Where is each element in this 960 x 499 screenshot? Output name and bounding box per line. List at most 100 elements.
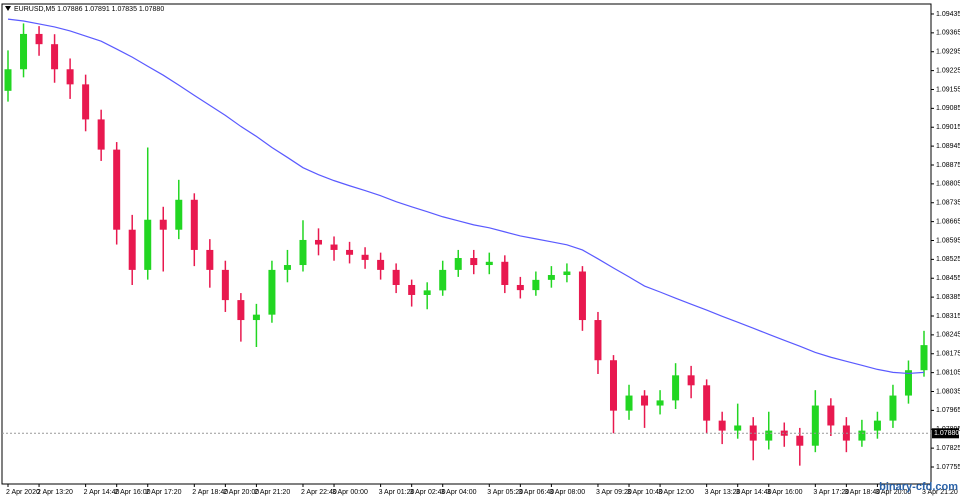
candle-body: [485, 261, 493, 266]
candle-body: [454, 258, 462, 270]
y-tick-label: 1.08875: [936, 162, 960, 169]
x-tick-label: 3 Apr 09:20: [596, 489, 632, 496]
y-tick-label: 1.09015: [936, 124, 960, 131]
last-price-box: [932, 428, 959, 439]
candle-body: [206, 249, 214, 270]
candle-body: [423, 290, 431, 295]
y-tick-label: 1.08035: [936, 388, 960, 395]
y-tick-label: 1.08175: [936, 351, 960, 358]
x-tick-label: 3 Apr 14:40: [736, 489, 772, 496]
candle-body: [470, 258, 478, 266]
plot-frame: [1, 3, 932, 485]
candle-body: [315, 239, 323, 245]
candle-body: [625, 395, 633, 411]
y-tick-label: 1.08245: [936, 332, 960, 339]
x-tick-label: 3 Apr 20:00: [875, 489, 911, 496]
candle-body: [641, 395, 649, 406]
candle-body: [920, 345, 928, 371]
candle-body: [672, 375, 680, 401]
x-tick-label: 3 Apr 21:20: [922, 489, 958, 496]
candle-body: [796, 435, 804, 446]
y-tick-label: 1.08105: [936, 369, 960, 376]
candle-body: [858, 430, 866, 441]
x-tick-label: 2 Apr 18:40: [192, 489, 228, 496]
y-tick-label: 1.08525: [936, 256, 960, 263]
candle-body: [392, 269, 400, 285]
candle-body: [734, 425, 742, 431]
candle-body: [4, 69, 12, 91]
y-tick-label: 1.08945: [936, 143, 960, 150]
candle-body: [252, 314, 260, 321]
candle-body: [299, 239, 307, 266]
candle-body: [175, 199, 183, 230]
candle-body: [656, 400, 664, 406]
y-tick-label: 1.09085: [936, 105, 960, 112]
x-tick-label: 3 Apr 04:00: [441, 489, 477, 496]
candle-body: [35, 33, 43, 45]
candle-body: [563, 271, 571, 276]
x-tick-label: 3 Apr 17:20: [813, 489, 849, 496]
x-tick-label: 3 Apr 00:00: [332, 489, 368, 496]
candle-body: [780, 430, 788, 436]
candle-body: [66, 69, 74, 85]
moving-average: [7, 18, 925, 375]
x-tick-label: 2 Apr 16:00: [115, 489, 151, 496]
candle-body: [904, 370, 912, 396]
candle-body: [361, 254, 369, 260]
x-tick-label: 3 Apr 02:40: [410, 489, 446, 496]
y-tick-label: 1.08805: [936, 181, 960, 188]
candle-body: [594, 320, 602, 361]
y-tick-label: 1.07965: [936, 407, 960, 414]
candle-body: [283, 265, 291, 270]
candle-body: [221, 269, 229, 301]
candle-body: [532, 279, 540, 291]
candle-body: [20, 33, 28, 70]
y-tick-label: 1.09155: [936, 86, 960, 93]
candle-body: [718, 420, 726, 431]
candle-body: [609, 360, 617, 411]
y-tick-label: 1.08735: [936, 200, 960, 207]
candle-body: [873, 420, 881, 431]
watermark: binary-cfd.com: [879, 481, 958, 493]
candle-body: [749, 425, 757, 441]
x-tick-label: 3 Apr 10:40: [627, 489, 663, 496]
last-price-label: 1.07880: [934, 430, 959, 437]
candle-body: [703, 385, 711, 421]
candle-body: [82, 84, 90, 120]
candle-body: [377, 259, 385, 270]
title-icon: [5, 6, 11, 11]
x-tick-label: 3 Apr 01:20: [379, 489, 415, 496]
candle-body: [268, 269, 276, 315]
y-tick-label: 1.08385: [936, 294, 960, 301]
y-tick-label: 1.08455: [936, 275, 960, 282]
x-tick-label: 3 Apr 18:40: [844, 489, 880, 496]
candle-body: [144, 219, 152, 270]
y-tick-label: 1.08665: [936, 218, 960, 225]
candle-body: [889, 395, 897, 421]
x-tick-label: 2 Apr 13:20: [37, 489, 73, 496]
y-tick-label: 1.07755: [936, 464, 960, 471]
candle-body: [237, 300, 245, 321]
x-tick-label: 3 Apr 08:00: [549, 489, 585, 496]
y-tick-label: 1.08315: [936, 313, 960, 320]
x-tick-label: 3 Apr 13:20: [705, 489, 741, 496]
y-tick-label: 1.08595: [936, 237, 960, 244]
x-tick-label: 3 Apr 16:00: [767, 489, 803, 496]
y-tick-label: 1.09295: [936, 49, 960, 56]
candle-body: [547, 275, 555, 280]
candle-body: [516, 284, 524, 291]
candle-body: [346, 249, 354, 255]
x-tick-label: 3 Apr 12:00: [658, 489, 694, 496]
x-tick-label: 3 Apr 06:40: [518, 489, 554, 496]
candle-body: [811, 405, 819, 446]
x-tick-label: 2 Apr 2020: [6, 489, 40, 496]
x-tick-label: 2 Apr 17:20: [146, 489, 182, 496]
candle-body: [51, 44, 59, 70]
candle-body: [97, 119, 105, 150]
candle-body: [687, 375, 695, 386]
x-tick-label: 2 Apr 20:00: [223, 489, 259, 496]
candle-body: [578, 271, 586, 321]
candle-body: [128, 229, 136, 270]
